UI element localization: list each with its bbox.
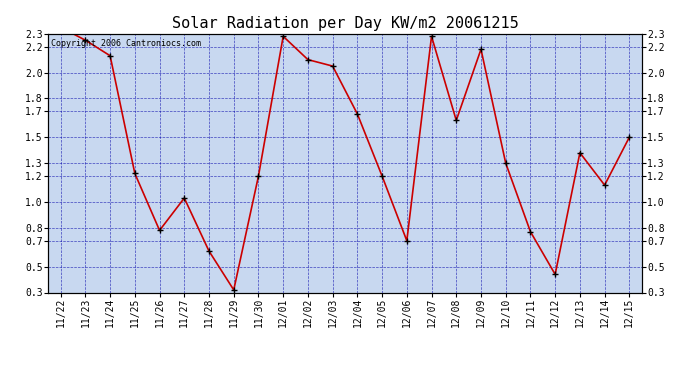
Text: Copyright 2006 Cantroniocs.com: Copyright 2006 Cantroniocs.com — [51, 39, 201, 48]
Title: Solar Radiation per Day KW/m2 20061215: Solar Radiation per Day KW/m2 20061215 — [172, 16, 518, 31]
